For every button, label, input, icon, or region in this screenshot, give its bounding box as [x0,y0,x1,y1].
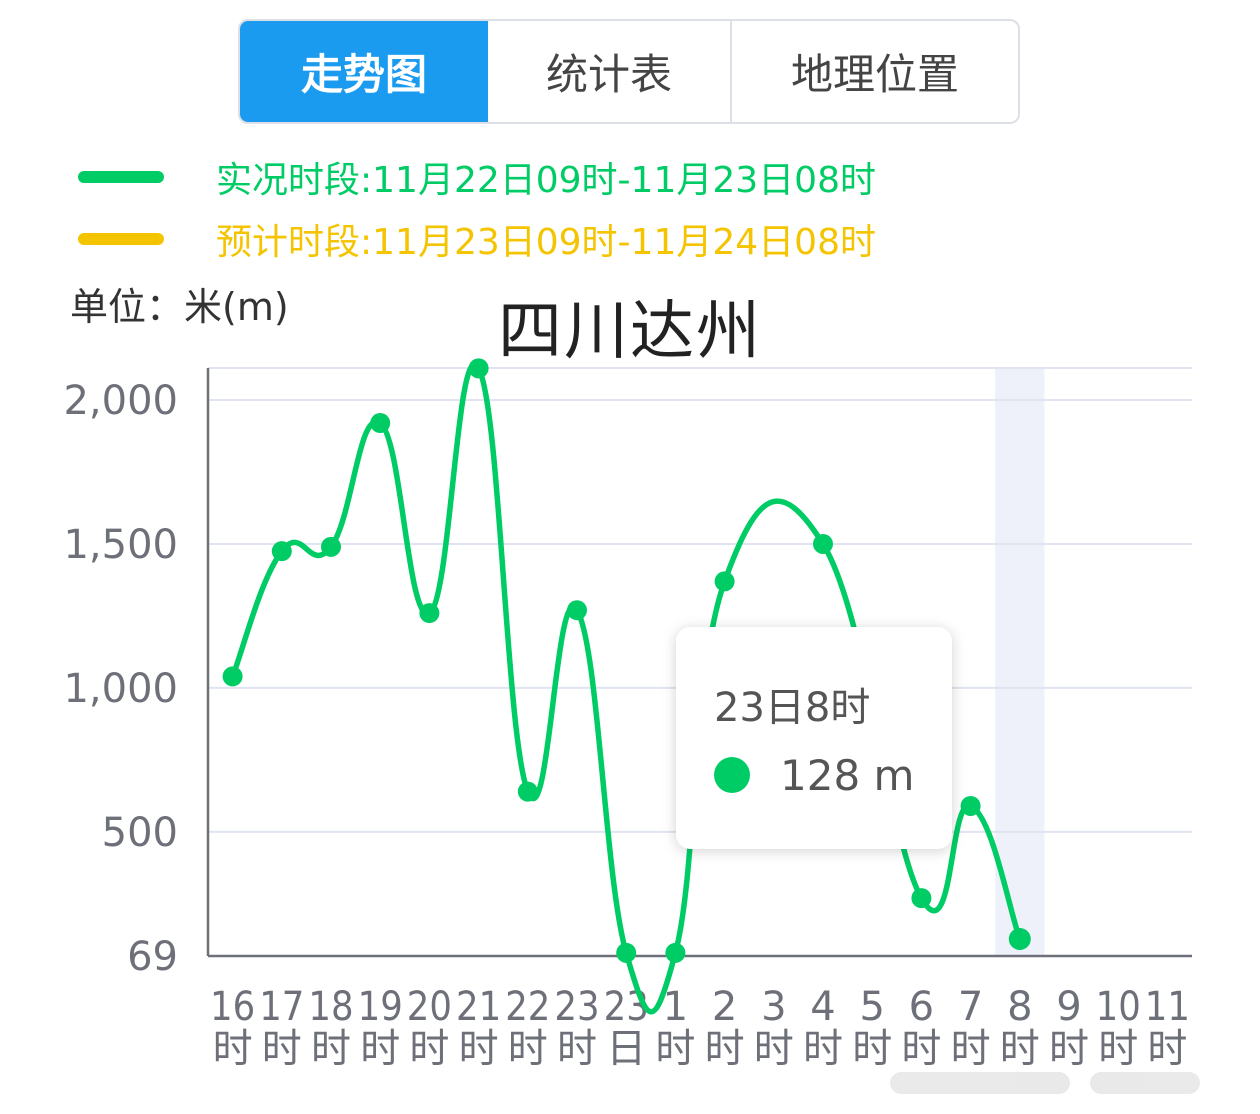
x-tick-label: 7 [958,984,983,1030]
x-tick-label-unit: 时 [852,1026,892,1072]
watermark [890,1062,1220,1102]
data-point [468,358,489,379]
y-tick-label: 500 [102,810,178,856]
x-tick-label-unit: 时 [901,1026,941,1072]
x-tick-label: 4 [810,984,835,1030]
tooltip-series-dot [714,757,750,793]
data-point [911,888,932,909]
data-point [222,666,243,687]
x-tick-label-unit: 时 [213,1026,253,1072]
y-tick-label: 2,000 [63,378,178,424]
unit-label: 单位：米(m) [70,285,289,329]
x-tick-label: 23 [554,984,599,1030]
data-point [1008,928,1031,951]
x-tick-label: 22 [505,984,550,1030]
x-tick-label: 19 [358,984,403,1030]
data-point [960,795,981,816]
tooltip-value: 128 m [780,751,915,800]
legend-actual-swatch [78,171,164,183]
x-tick-label: 23 [604,984,649,1030]
highlight-band [995,368,1045,956]
data-point [271,541,292,562]
tab-trend-chart[interactable]: 走势图 [240,21,488,122]
legend-forecast: 预计时段:11月23日09时-11月24日08时 [78,214,876,264]
x-tick-label-unit: 时 [655,1026,695,1072]
x-tick-label-unit: 时 [557,1026,597,1072]
chart-title: 四川达州 [498,295,762,369]
x-tick-label-unit: 时 [1147,1026,1187,1072]
tab-statistics-table[interactable]: 统计表 [488,21,732,122]
data-point [419,603,440,624]
x-tick-label-unit: 时 [803,1026,843,1072]
x-tick-label-unit: 时 [1049,1026,1089,1072]
data-point [616,942,637,963]
x-tick-label-unit: 时 [1000,1026,1040,1072]
data-point [714,571,735,592]
x-tick-label: 3 [761,984,786,1030]
x-tick-label-unit: 时 [459,1026,499,1072]
data-point [517,781,538,802]
legend-actual: 实况时段:11月22日09时-11月23日08时 [78,152,876,202]
x-tick-label-unit: 时 [409,1026,449,1072]
x-tick-label: 10 [1096,984,1141,1030]
x-tick-label: 11 [1145,984,1190,1030]
x-tick-label: 16 [210,984,255,1030]
x-tick-label-unit: 日 [606,1026,646,1072]
x-tick-label: 1 [663,984,688,1030]
legend-forecast-text: 预计时段:11月23日09时-11月24日08时 [216,222,876,263]
x-tick-label-unit: 时 [311,1026,351,1072]
chart-tooltip: 23日8时 128 m [676,627,952,849]
y-tick-label: 69 [127,934,178,980]
x-tick-label-unit: 时 [705,1026,745,1072]
data-point [665,942,686,963]
legend-actual-text: 实况时段:11月22日09时-11月23日08时 [216,160,876,201]
x-tick-label-unit: 时 [1098,1026,1138,1072]
x-tick-label: 8 [1007,984,1032,1030]
x-tick-label-unit: 时 [951,1026,991,1072]
view-tabs: 走势图 统计表 地理位置 [238,19,1020,124]
data-point [370,413,391,434]
data-point [813,533,833,554]
data-point [567,600,587,621]
x-tick-label: 2 [712,984,737,1030]
y-tick-label: 1,500 [63,522,178,568]
tooltip-title: 23日8时 [714,685,871,731]
y-tick-label: 1,000 [63,666,178,712]
x-tick-label: 9 [1056,984,1081,1030]
legend-forecast-swatch [78,233,164,245]
x-tick-label: 6 [909,984,934,1030]
x-tick-label-unit: 时 [360,1026,400,1072]
x-tick-label: 17 [259,984,304,1030]
data-point [321,536,341,557]
x-tick-label-unit: 时 [508,1026,548,1072]
x-tick-label: 5 [859,984,884,1030]
x-tick-label-unit: 时 [262,1026,302,1072]
x-tick-label: 20 [407,984,452,1030]
x-tick-label: 18 [308,984,353,1030]
x-tick-label-unit: 时 [754,1026,794,1072]
tab-geo-location[interactable]: 地理位置 [790,50,959,99]
x-tick-label: 21 [456,984,501,1030]
